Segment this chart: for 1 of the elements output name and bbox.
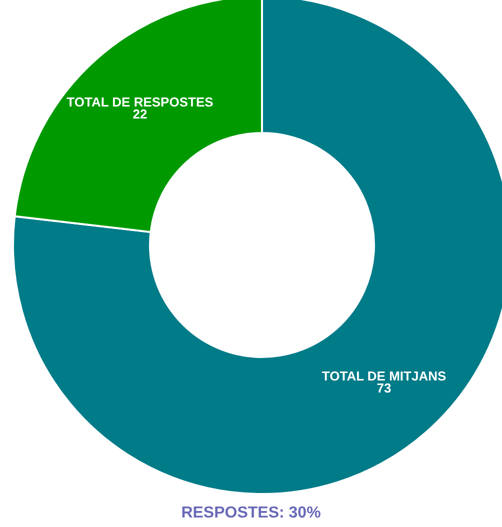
text: RESPOSTES: 30% <box>181 504 321 522</box>
